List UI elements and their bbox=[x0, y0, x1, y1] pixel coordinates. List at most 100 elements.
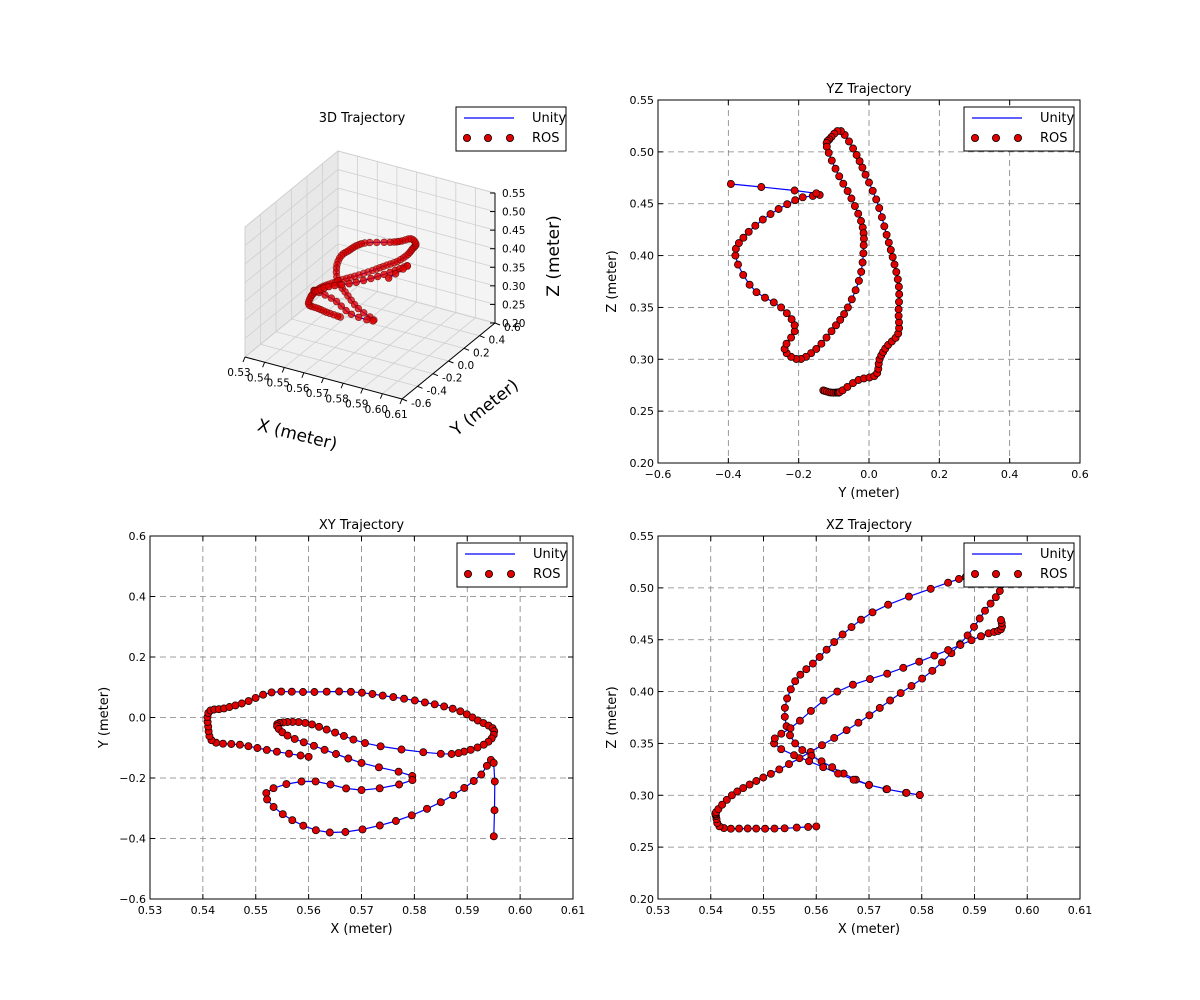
x-tick-label: −0.4 bbox=[715, 468, 742, 481]
ros-data-point bbox=[843, 303, 852, 312]
ros-data-point bbox=[227, 740, 236, 748]
z-tick-label: 0.35 bbox=[502, 262, 525, 274]
legend-ros-marker bbox=[463, 570, 472, 579]
ros-data-point bbox=[489, 758, 498, 767]
ros-data-point bbox=[244, 742, 253, 751]
ros-data-point bbox=[792, 823, 801, 832]
ros-data-point bbox=[995, 587, 1004, 595]
grid-line-z bbox=[244, 243, 496, 321]
ros-data-point bbox=[311, 777, 320, 786]
ros-data-point bbox=[818, 741, 826, 750]
ros-data-point bbox=[822, 645, 831, 654]
ros-data-point bbox=[349, 735, 358, 744]
ros-data-point bbox=[244, 697, 253, 706]
ros-data-point bbox=[886, 696, 895, 705]
ros-data-point bbox=[354, 313, 363, 321]
grid-line-z bbox=[244, 224, 496, 302]
ros-data-point bbox=[490, 806, 499, 815]
ros-data-point bbox=[783, 200, 792, 209]
x-tick-label: 0.4 bbox=[1001, 468, 1019, 481]
ros-data-point bbox=[836, 315, 845, 324]
legend-ros-marker bbox=[462, 133, 471, 142]
ros-data-point bbox=[357, 758, 366, 767]
ros-data-point bbox=[283, 731, 292, 740]
y-tick-label: 0.4 bbox=[129, 591, 147, 604]
ros-data-point bbox=[489, 832, 498, 841]
x-tick-label: 0.61 bbox=[384, 409, 407, 421]
ros-data-point bbox=[786, 685, 795, 694]
ros-data-point bbox=[726, 824, 735, 833]
ros-data-point bbox=[839, 179, 848, 188]
ros-data-point bbox=[831, 164, 840, 173]
ros-data-point bbox=[830, 733, 839, 742]
y-tick-label: 0.20 bbox=[630, 893, 655, 906]
ros-data-point bbox=[787, 333, 796, 342]
y-tick-label: 0.45 bbox=[630, 634, 655, 647]
legend-ros-label: ROS bbox=[532, 131, 560, 146]
ros-data-point bbox=[391, 270, 400, 278]
ros-data-point bbox=[838, 630, 847, 639]
ros-data-point bbox=[338, 281, 346, 289]
ros-data-point bbox=[926, 584, 935, 593]
chart-title: XY Trajectory bbox=[319, 518, 404, 533]
ros-data-point bbox=[277, 687, 286, 696]
y-tick-label: 0.6 bbox=[129, 530, 147, 543]
y-tick-label: 0.45 bbox=[630, 198, 655, 211]
ros-data-point bbox=[822, 333, 831, 342]
ros-data-point bbox=[235, 740, 244, 749]
ros-data-point bbox=[786, 724, 795, 733]
y-tick-label: 0.40 bbox=[630, 686, 655, 699]
ros-data-point bbox=[875, 204, 884, 213]
ros-data-point bbox=[299, 738, 308, 747]
ros-data-point bbox=[819, 763, 828, 772]
ros-data-point bbox=[997, 616, 1005, 624]
ros-data-point bbox=[804, 822, 813, 831]
legend-ros-marker bbox=[483, 133, 492, 142]
tick-x bbox=[379, 393, 383, 399]
ros-data-point bbox=[896, 689, 905, 698]
x-tick-label: 0.54 bbox=[247, 372, 271, 384]
x-tick-label: 0.60 bbox=[1015, 904, 1040, 917]
ros-data-point bbox=[322, 725, 331, 734]
ros-data-point bbox=[440, 702, 449, 711]
legend-ros-marker bbox=[484, 570, 493, 579]
ros-data-point bbox=[380, 238, 388, 247]
legend-unity-label: Unity bbox=[533, 547, 567, 562]
ros-data-point bbox=[894, 311, 903, 320]
ros-data-point bbox=[865, 711, 874, 720]
ros-data-point bbox=[894, 305, 903, 314]
legend-box bbox=[963, 106, 1075, 152]
x-tick-label: 0.61 bbox=[1068, 904, 1093, 917]
ros-data-point bbox=[835, 172, 844, 181]
tick-x bbox=[301, 372, 305, 378]
y-tick-label: 0.0 bbox=[129, 712, 147, 725]
y-tick-label: 0.25 bbox=[630, 841, 655, 854]
ros-data-point bbox=[745, 280, 754, 289]
ros-data-point bbox=[780, 703, 789, 712]
ros-data-point bbox=[449, 791, 458, 800]
ros-data-point bbox=[938, 658, 946, 667]
x-tick-label: 0.54 bbox=[699, 904, 724, 917]
z-tick-label: 0.50 bbox=[502, 207, 525, 219]
ros-data-point bbox=[777, 745, 786, 754]
legend-box bbox=[456, 542, 568, 588]
ros-data-point bbox=[895, 297, 903, 306]
x-tick-label: 0.56 bbox=[296, 904, 321, 917]
ros-data-point bbox=[827, 156, 836, 165]
plot-frame bbox=[657, 535, 1081, 900]
ros-data-point bbox=[357, 786, 366, 795]
ros-data-point bbox=[791, 677, 800, 686]
ros-data-point bbox=[899, 663, 908, 672]
ros-data-point bbox=[360, 309, 368, 317]
ros-data-point bbox=[375, 821, 384, 830]
ros-data-point bbox=[420, 698, 429, 707]
ros-data-point bbox=[808, 659, 817, 668]
ros-data-point bbox=[739, 233, 748, 242]
ros-data-point bbox=[352, 278, 360, 286]
ros-data-point bbox=[775, 765, 784, 774]
ros-data-point bbox=[892, 267, 901, 276]
ros-data-point bbox=[490, 777, 499, 786]
ros-data-point bbox=[308, 720, 316, 729]
z-tick-label: 0.25 bbox=[502, 299, 525, 311]
ros-data-point bbox=[430, 700, 439, 709]
